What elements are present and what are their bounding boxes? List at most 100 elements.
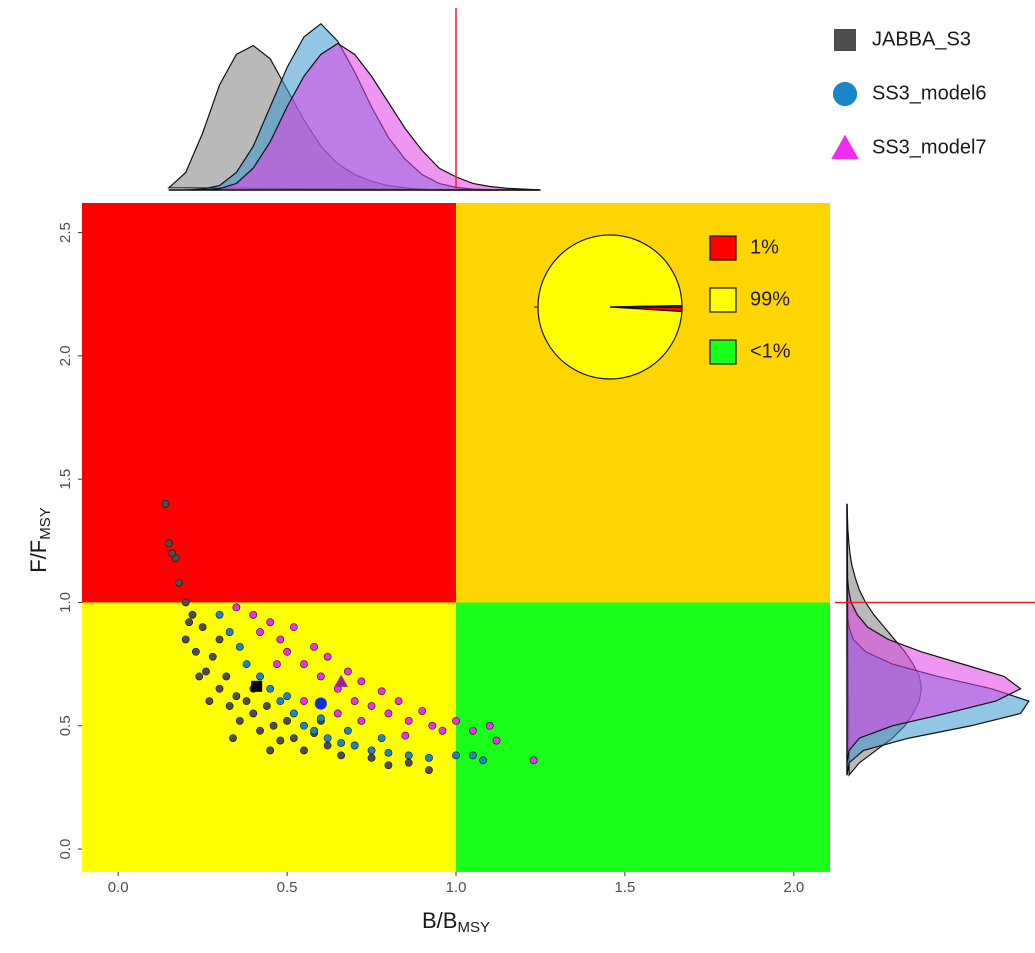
point [401,731,410,740]
marker [251,680,263,692]
point [300,746,308,755]
point [492,736,501,745]
pie-legend-key [709,287,737,313]
point [343,726,352,735]
point [300,721,308,730]
point [269,721,278,730]
quadrant [456,602,830,872]
point [367,746,376,755]
point [323,741,332,750]
legend-label: SS3_model7 [872,136,987,158]
y-tick-label: 2.5 [57,222,74,243]
quadrant [82,602,456,872]
point [428,721,437,730]
point [377,734,386,743]
pie-legend-label: 1% [750,236,779,258]
point [191,647,200,656]
point [188,610,197,619]
y-axis-label: F/FMSY [26,507,54,573]
x-label-text: B/B [422,908,457,933]
point [181,598,190,607]
pie-legend-label: 99% [750,288,790,310]
y-tick-label: 2.0 [57,345,74,366]
point [394,697,403,706]
pie-legend-key [709,339,737,365]
pie-legend-key [709,235,737,261]
density-area [168,42,541,191]
point [452,751,460,760]
point [310,726,319,735]
point [232,603,241,612]
y-tick-label: 1.0 [57,592,74,613]
point [316,672,325,681]
point [343,667,352,676]
point [256,628,264,636]
point [256,726,264,735]
point [198,623,207,632]
point [289,623,298,632]
point [181,635,190,644]
marker [831,134,859,159]
point [215,684,224,693]
point [289,709,298,718]
point [529,756,538,765]
point [276,736,285,745]
point [276,697,285,706]
point [479,756,487,765]
x-tick-label: 1.0 [446,879,467,896]
x-tick-label: 1.5 [614,879,635,896]
point [310,642,319,651]
point [205,697,214,706]
point [195,672,204,681]
y-tick-label: 1.5 [57,469,74,490]
point [300,697,308,706]
point [283,647,291,656]
point [418,707,427,715]
point [202,667,210,676]
point [350,741,359,750]
point [242,660,251,669]
point [266,746,275,755]
point [229,734,237,743]
point [235,716,244,725]
point [438,726,447,735]
point [404,751,413,760]
marker [832,81,858,107]
point [404,758,413,767]
point [242,697,251,706]
point [323,734,332,743]
point [164,539,173,548]
x-tick-label: 0.0 [108,879,129,896]
point [235,642,244,651]
pie-slice [609,305,683,308]
point [289,734,298,743]
point [468,726,477,735]
point [337,751,346,760]
point [266,684,275,693]
quadrants [82,203,830,872]
legend-label: JABBA_S3 [872,28,971,50]
point [225,628,234,636]
point [249,610,258,619]
point [215,635,224,644]
point [249,709,258,718]
x-label-sub: MSY [457,919,490,936]
axes: 0.0 0.5 1.0 1.5 2.0 0.0 0.5 1.0 1.5 2.0 2.5 JABBA_S… [57,28,987,896]
point [333,709,342,718]
point [276,635,285,644]
quadrant [82,203,456,603]
point [256,672,264,681]
point [367,702,376,710]
point [283,692,291,701]
point [262,702,271,710]
x-tick-label: 2.0 [783,879,804,896]
point [367,753,376,762]
marker [834,29,856,51]
point [175,578,183,587]
y-label-text: F/F [26,540,51,573]
point [232,692,241,701]
point [161,499,170,508]
point [384,761,393,770]
point [225,702,234,710]
